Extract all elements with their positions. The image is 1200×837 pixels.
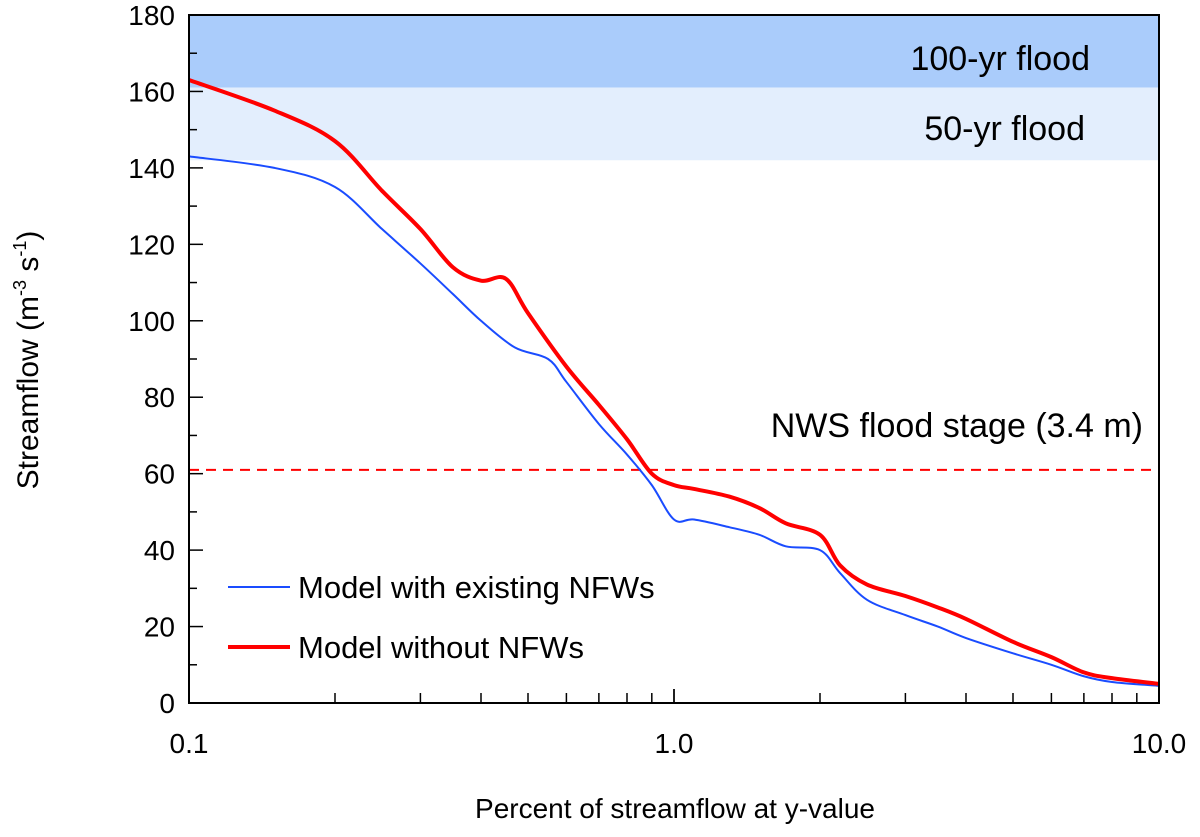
y-tick-label: 40 — [144, 535, 175, 566]
y-tick-label: 20 — [144, 612, 175, 643]
x-tick-label: 0.1 — [170, 728, 209, 759]
legend-label-with-nfws: Model with existing NFWs — [298, 570, 655, 605]
y-tick-label: 60 — [144, 459, 175, 490]
y-tick-label: 120 — [128, 229, 175, 260]
legend: Model with existing NFWs Model without N… — [228, 570, 655, 665]
x-axis-label: Percent of streamflow at y-value — [475, 793, 875, 824]
x-tick-label: 1.0 — [655, 728, 694, 759]
y-tick-label: 140 — [128, 153, 175, 184]
series-line-0 — [188, 155, 1160, 687]
y-tick-label: 80 — [144, 382, 175, 413]
x-tick-label: 10.0 — [1132, 728, 1187, 759]
band-label-50yr: 50-yr flood — [924, 110, 1085, 148]
reference-line-label: NWS flood stage (3.4 m) — [771, 407, 1143, 445]
y-tick-label: 160 — [128, 76, 175, 107]
band-label-100yr: 100-yr flood — [910, 40, 1090, 78]
y-tick-label: 180 — [128, 0, 175, 31]
legend-label-without-nfws: Model without NFWs — [298, 630, 584, 665]
flood-band-1 — [189, 87, 1159, 161]
y-axis-label: Streamflow (m-3 s-1) — [10, 231, 45, 490]
y-tick-label: 0 — [159, 688, 175, 719]
y-tick-label: 100 — [128, 306, 175, 337]
flood-band-0 — [189, 15, 1159, 88]
series-line-1 — [188, 78, 1160, 686]
